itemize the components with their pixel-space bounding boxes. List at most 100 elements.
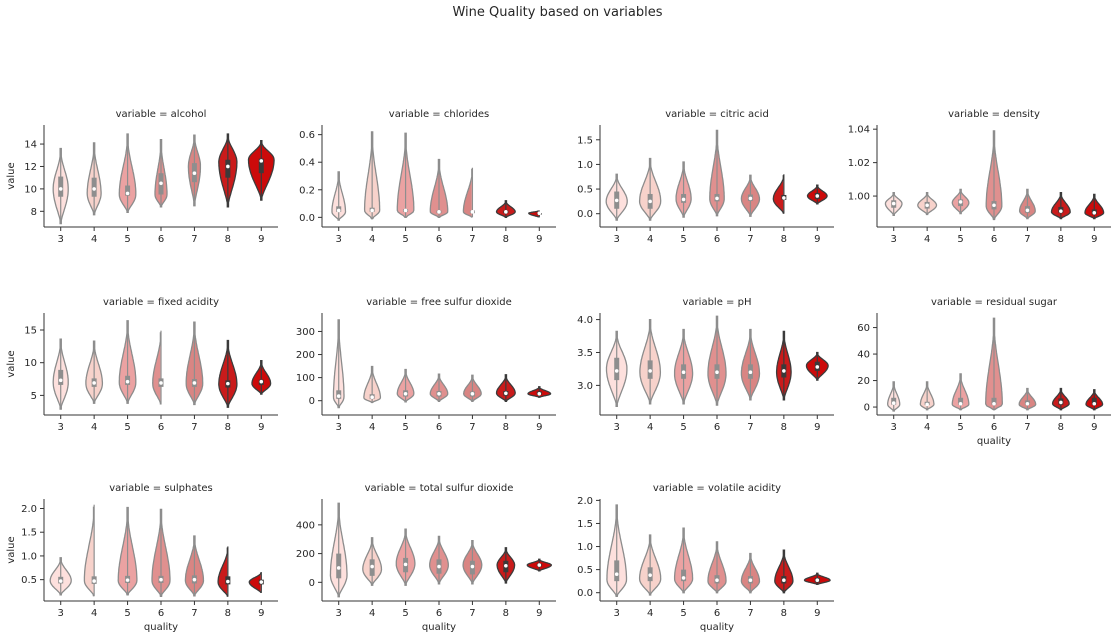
x-tick-label: 4 bbox=[369, 422, 375, 433]
violin-6 bbox=[152, 332, 162, 405]
y-tick-label: 1.04 bbox=[848, 125, 870, 136]
y-axis-label: value bbox=[6, 536, 17, 563]
violin-median-7 bbox=[1025, 401, 1030, 406]
x-axis-label: quality bbox=[700, 622, 734, 633]
x-tick-label: 5 bbox=[402, 234, 408, 245]
x-tick-label: 8 bbox=[225, 234, 231, 245]
violin-median-7 bbox=[1025, 208, 1030, 213]
y-tick-label: 0.0 bbox=[577, 588, 593, 599]
violin-median-8 bbox=[226, 164, 230, 169]
x-tick-label: 7 bbox=[747, 234, 753, 245]
x-axis-label: quality bbox=[144, 622, 178, 633]
x-tick-label: 3 bbox=[336, 422, 342, 433]
violin-median-7 bbox=[192, 381, 197, 385]
violin-median-3 bbox=[614, 198, 619, 203]
violin-box-3 bbox=[614, 357, 620, 381]
violin-4 bbox=[83, 506, 95, 597]
violin-median-5 bbox=[681, 576, 686, 580]
violin-box-9 bbox=[258, 158, 264, 174]
violin-median-4 bbox=[92, 187, 96, 191]
x-tick-label: 4 bbox=[91, 234, 97, 245]
violin-median-7 bbox=[470, 564, 475, 569]
violin-median-9 bbox=[815, 365, 820, 369]
violin-median-8 bbox=[504, 391, 508, 396]
violin-median-9 bbox=[259, 159, 264, 163]
x-tick-label: 3 bbox=[614, 422, 620, 433]
panel-8: variable = residual sugar 0 20 40 60 3 4 5 6 7 8 9 q… bbox=[857, 297, 1111, 447]
violin-median-3 bbox=[614, 369, 619, 373]
panel-title: variable = sulphates bbox=[109, 483, 213, 494]
y-tick-label: 0.2 bbox=[299, 185, 315, 196]
y-tick-label: 200 bbox=[296, 549, 315, 560]
violin-median-6 bbox=[992, 401, 996, 406]
y-tick-label: 0.5 bbox=[577, 185, 593, 196]
panel-9: variable = sulphates 0.5 1.0 1.5 2.0 3 4 5 6 7 8 9 v… bbox=[6, 483, 278, 633]
violin-median-5 bbox=[681, 197, 686, 202]
violin-median-3 bbox=[891, 201, 896, 206]
violin-median-7 bbox=[748, 196, 753, 201]
panel-2: variable = chlorides 0.0 0.2 0.4 0.6 3 4 5 6 7 8 9 bbox=[299, 109, 556, 245]
x-tick-label: 9 bbox=[814, 234, 820, 245]
violin-box-3 bbox=[614, 560, 620, 582]
violin-median-4 bbox=[648, 369, 652, 373]
x-tick-label: 4 bbox=[924, 422, 930, 433]
x-tick-label: 9 bbox=[536, 422, 542, 433]
violin-median-5 bbox=[125, 578, 130, 582]
violin-median-8 bbox=[504, 210, 508, 214]
y-tick-label: 0.0 bbox=[577, 209, 593, 220]
violin-box-3 bbox=[58, 176, 64, 197]
violin-median-4 bbox=[648, 573, 652, 577]
x-tick-label: 3 bbox=[891, 422, 897, 433]
x-tick-label: 7 bbox=[469, 234, 475, 245]
y-tick-label: 1.02 bbox=[848, 158, 870, 169]
x-tick-label: 7 bbox=[469, 608, 475, 619]
violin-median-8 bbox=[782, 196, 786, 200]
x-tick-label: 6 bbox=[991, 234, 997, 245]
panel-3: variable = citric acid 0.0 0.5 1.0 1.5 3 4 5 6 7 8… bbox=[577, 109, 834, 245]
panel-6: variable = free sulfur dioxide 0 100 200 300… bbox=[296, 297, 556, 433]
y-tick-label: 1.5 bbox=[21, 528, 37, 539]
violin-median-6 bbox=[992, 203, 996, 208]
x-tick-label: 5 bbox=[124, 608, 130, 619]
x-tick-label: 8 bbox=[1058, 422, 1064, 433]
violin-median-8 bbox=[1059, 209, 1063, 213]
violin-median-5 bbox=[125, 379, 130, 384]
violin-median-4 bbox=[370, 208, 374, 213]
panel-title: variable = pH bbox=[683, 297, 752, 308]
y-axis-label: value bbox=[6, 350, 17, 377]
x-tick-label: 3 bbox=[614, 608, 620, 619]
violin-median-4 bbox=[648, 199, 652, 204]
x-tick-label: 7 bbox=[191, 422, 197, 433]
y-tick-label: 1.0 bbox=[577, 160, 593, 171]
violin-median-6 bbox=[437, 564, 441, 569]
violin-median-6 bbox=[715, 370, 719, 375]
x-tick-label: 5 bbox=[680, 608, 686, 619]
y-tick-label: 0.5 bbox=[21, 575, 37, 586]
violin-median-3 bbox=[58, 187, 63, 191]
violin-box-8 bbox=[225, 159, 231, 178]
y-tick-label: 40 bbox=[857, 350, 870, 361]
x-tick-label: 5 bbox=[680, 234, 686, 245]
y-tick-label: 10 bbox=[24, 184, 37, 195]
x-tick-label: 6 bbox=[158, 608, 164, 619]
x-tick-label: 6 bbox=[158, 422, 164, 433]
x-tick-label: 6 bbox=[436, 234, 442, 245]
x-tick-label: 8 bbox=[781, 422, 787, 433]
x-tick-label: 6 bbox=[991, 422, 997, 433]
x-tick-label: 7 bbox=[1024, 422, 1030, 433]
violin-median-5 bbox=[958, 200, 963, 204]
x-tick-label: 9 bbox=[258, 608, 264, 619]
x-tick-label: 9 bbox=[814, 422, 820, 433]
x-tick-label: 6 bbox=[158, 234, 164, 245]
violin-7 bbox=[462, 168, 473, 218]
x-axis-label: quality bbox=[422, 622, 456, 633]
x-tick-label: 6 bbox=[436, 422, 442, 433]
violin-median-3 bbox=[891, 401, 896, 405]
y-tick-label: 0 bbox=[864, 403, 870, 414]
violin-median-5 bbox=[958, 401, 963, 406]
y-tick-label: 3.5 bbox=[577, 348, 593, 359]
x-tick-label: 9 bbox=[536, 608, 542, 619]
violin-median-5 bbox=[125, 191, 130, 196]
violin-median-7 bbox=[748, 578, 753, 583]
